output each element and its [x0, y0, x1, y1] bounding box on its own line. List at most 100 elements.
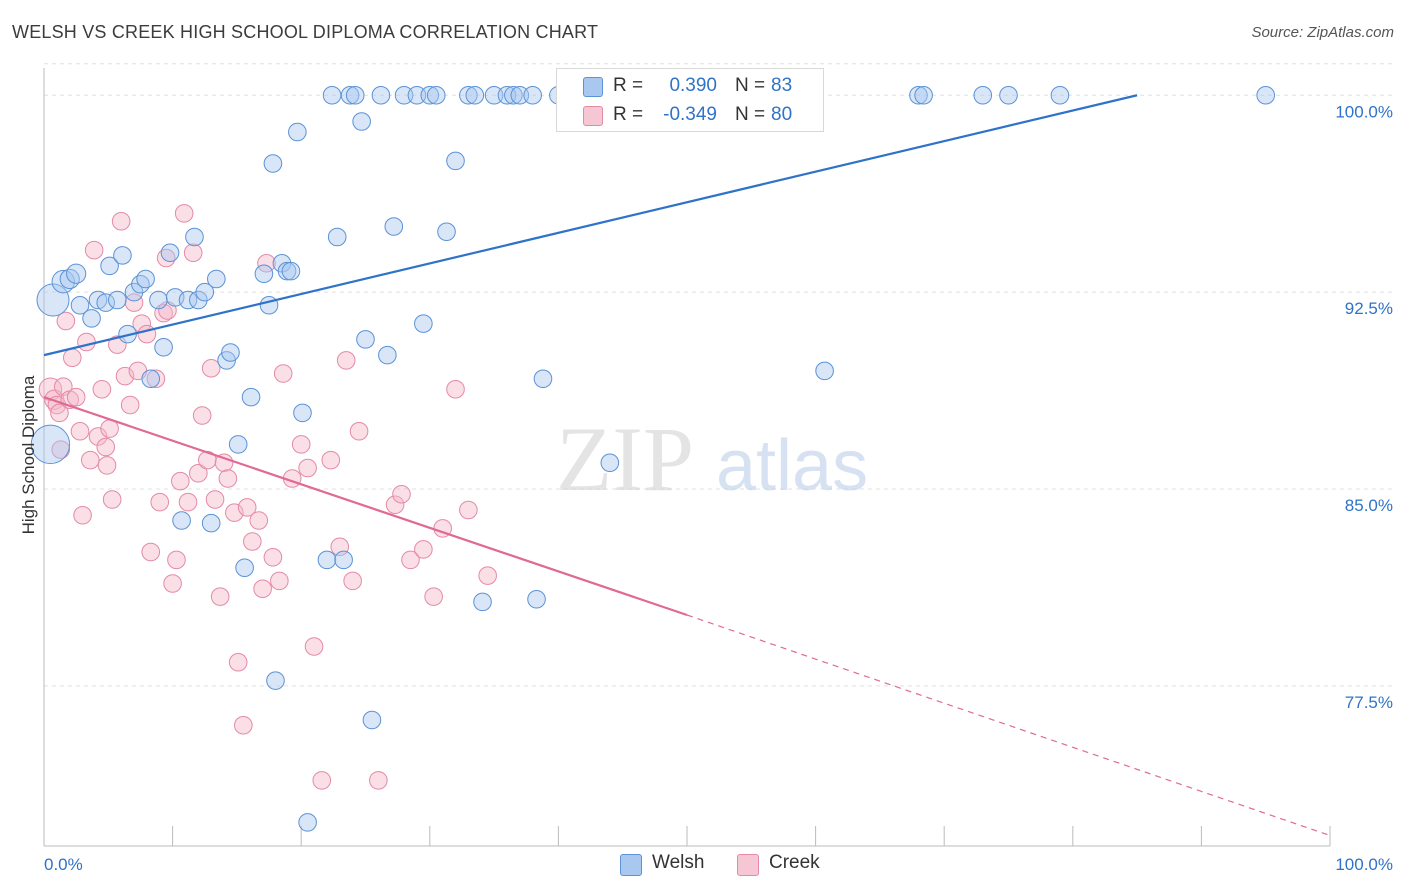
welsh-point: [362, 710, 382, 730]
creek-point: [321, 450, 341, 470]
welsh-point: [909, 85, 928, 105]
creek-point: [163, 574, 182, 593]
trend-lines: [43, 94, 1331, 837]
creek-point: [77, 332, 96, 352]
creek-point: [189, 463, 208, 483]
welsh-point: [394, 85, 414, 105]
creek-point: [349, 421, 369, 441]
creek-point: [178, 492, 198, 512]
welsh-point: [51, 269, 75, 294]
welsh-point: [999, 85, 1018, 105]
creek-point: [92, 379, 112, 399]
chart-source: Source: ZipAtlas.com: [1251, 24, 1394, 41]
y-tick-label: 92.5%: [1345, 299, 1393, 318]
creek-r-value: -0.349: [663, 104, 717, 125]
welsh-point: [36, 283, 70, 317]
creek-point: [312, 771, 332, 790]
n-label: N =: [735, 75, 766, 96]
welsh-point: [263, 154, 283, 173]
creek-point: [270, 571, 289, 591]
welsh-point: [100, 256, 119, 276]
welsh-point: [221, 343, 240, 362]
creek-point: [446, 379, 465, 399]
welsh-point: [293, 403, 312, 423]
welsh-point: [88, 290, 108, 310]
welsh-point: [281, 261, 301, 281]
creek-point: [336, 351, 356, 370]
creek-point: [237, 498, 257, 517]
welsh-point: [815, 361, 834, 381]
creek-point: [414, 540, 433, 559]
creek-point: [192, 406, 212, 425]
welsh-point: [96, 293, 116, 312]
creek-swatch: [583, 106, 603, 126]
welsh-point: [1050, 85, 1070, 105]
welsh-point: [334, 550, 353, 570]
creek-point: [97, 456, 117, 475]
welsh-point: [70, 295, 90, 315]
welsh-point: [207, 269, 226, 289]
creek-point: [70, 421, 90, 441]
stats-row-creek: R = -0.349 N = 80: [557, 100, 823, 130]
welsh-point: [600, 453, 620, 473]
creek-point: [424, 587, 443, 606]
welsh-point: [254, 264, 274, 284]
creek-point: [150, 492, 170, 512]
watermark-zip: ZIP: [556, 408, 694, 510]
welsh-point: [446, 151, 465, 171]
creek-point: [80, 450, 100, 470]
creek-points: [38, 204, 497, 790]
creek-point: [183, 243, 203, 263]
creek-trend-line: [43, 396, 688, 617]
stats-row-welsh: R = 0.390 N = 83: [557, 71, 823, 101]
creek-point: [273, 364, 293, 383]
creek-point: [73, 505, 92, 525]
welsh-point: [322, 85, 342, 105]
welsh-point: [356, 330, 375, 349]
welsh-point: [414, 314, 433, 333]
creek-point: [343, 571, 362, 591]
welsh-point: [437, 222, 456, 242]
welsh-point: [241, 387, 261, 407]
welsh-point: [523, 85, 542, 105]
creek-point: [291, 435, 311, 454]
stats-legend: R = 0.390 N = 83 R = -0.349 N = 80: [556, 68, 824, 132]
welsh-point: [465, 85, 485, 105]
welsh-point: [59, 268, 80, 290]
welsh-point: [407, 85, 427, 105]
watermark-atlas: atlas: [716, 426, 868, 506]
welsh-point: [426, 85, 446, 105]
welsh-point: [149, 290, 168, 310]
r-label: R =: [613, 75, 644, 96]
creek-point: [263, 547, 283, 567]
creek-point: [102, 490, 122, 509]
creek-point: [141, 542, 161, 562]
welsh-points: [30, 85, 1275, 832]
y-tick-label: 85.0%: [1345, 496, 1393, 515]
welsh-n-value: 83: [771, 75, 793, 96]
watermark: ZIP atlas: [556, 408, 868, 510]
welsh-point: [30, 424, 71, 465]
creek-point: [156, 248, 176, 268]
welsh-point: [172, 511, 191, 530]
creek-point: [171, 471, 190, 491]
welsh-point: [317, 550, 337, 570]
creek-point: [401, 550, 420, 570]
welsh-point: [497, 85, 517, 105]
creek-point: [56, 311, 76, 331]
creek-n-value: 80: [771, 104, 793, 125]
welsh-point: [235, 558, 254, 578]
creek-point: [228, 652, 248, 672]
welsh-point: [371, 85, 391, 105]
welsh-point: [195, 282, 215, 302]
welsh-point: [345, 85, 365, 105]
welsh-point: [1256, 85, 1275, 105]
welsh-swatch: [583, 77, 603, 97]
welsh-point: [228, 435, 248, 454]
creek-point: [392, 484, 411, 504]
welsh-point: [189, 290, 208, 310]
creek-point: [304, 637, 324, 656]
welsh-point: [420, 85, 440, 105]
creek-point: [120, 395, 140, 415]
